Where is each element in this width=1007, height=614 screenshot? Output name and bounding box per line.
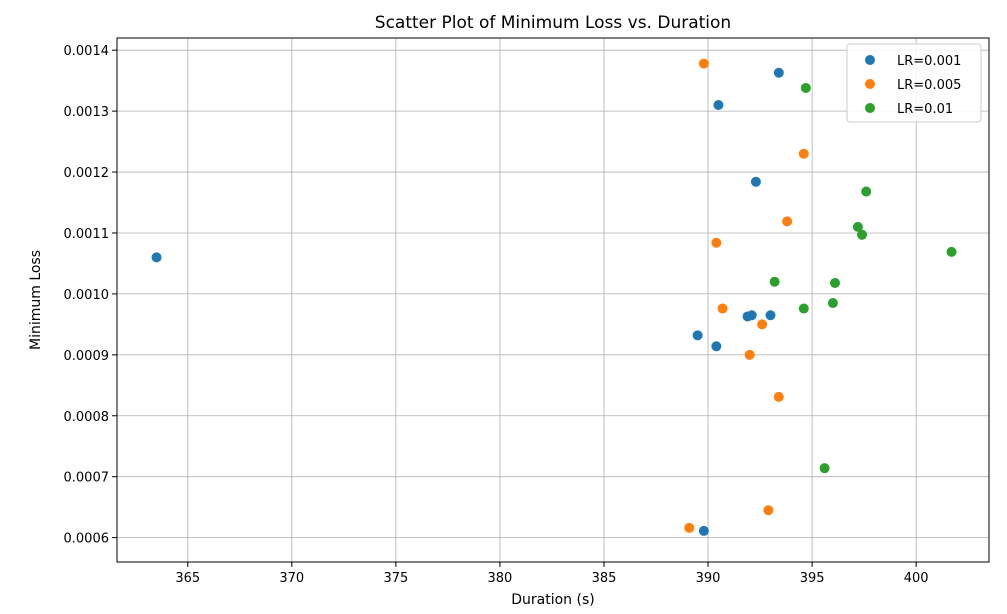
legend-marker bbox=[865, 55, 875, 65]
plot-frame bbox=[116, 37, 990, 563]
data-point bbox=[819, 463, 830, 474]
data-point bbox=[711, 237, 722, 248]
data-point bbox=[750, 176, 761, 187]
data-point bbox=[151, 252, 162, 263]
data-point bbox=[711, 341, 722, 352]
data-point bbox=[746, 310, 757, 321]
x-axis-label: Duration (s) bbox=[511, 592, 594, 608]
data-point bbox=[773, 391, 784, 402]
data-point bbox=[765, 310, 776, 321]
data-point bbox=[744, 349, 755, 360]
legend-box bbox=[846, 43, 982, 123]
legend-marker bbox=[865, 79, 875, 89]
data-point bbox=[698, 525, 709, 536]
y-tick-label: 0.0007 bbox=[64, 471, 110, 486]
data-point bbox=[773, 67, 784, 78]
x-tick-label: 395 bbox=[800, 571, 825, 586]
data-point bbox=[717, 303, 728, 314]
y-tick-label: 0.0008 bbox=[64, 410, 110, 425]
y-tick-label: 0.0010 bbox=[64, 288, 110, 303]
x-tick-label: 385 bbox=[592, 571, 617, 586]
data-point bbox=[857, 229, 868, 240]
data-point bbox=[769, 276, 780, 287]
y-tick-label: 0.0013 bbox=[64, 105, 110, 120]
data-point bbox=[800, 82, 811, 93]
y-axis-label: Minimum Loss bbox=[28, 250, 44, 350]
data-point bbox=[757, 319, 768, 330]
data-points bbox=[151, 58, 957, 536]
data-point bbox=[852, 221, 863, 232]
data-point bbox=[763, 505, 774, 516]
data-point bbox=[798, 303, 809, 314]
x-tick-label: 400 bbox=[904, 571, 929, 586]
data-point bbox=[713, 100, 724, 111]
y-tick-label: 0.0006 bbox=[64, 532, 110, 547]
x-tick-label: 390 bbox=[696, 571, 721, 586]
data-point bbox=[782, 216, 793, 227]
y-tick-label: 0.0011 bbox=[64, 227, 110, 242]
legend-marker bbox=[865, 103, 875, 113]
x-tick-label: 365 bbox=[175, 571, 200, 586]
data-point bbox=[684, 522, 695, 533]
grid-lines bbox=[117, 38, 989, 562]
legend-label: LR=0.01 bbox=[897, 102, 953, 117]
y-tick-label: 0.0009 bbox=[64, 349, 110, 364]
x-tick-label: 370 bbox=[279, 571, 304, 586]
data-point bbox=[698, 58, 709, 69]
y-tick-label: 0.0012 bbox=[64, 166, 110, 181]
data-point bbox=[798, 148, 809, 159]
data-point bbox=[861, 186, 872, 197]
data-point bbox=[946, 246, 957, 257]
data-point bbox=[829, 277, 840, 288]
chart-title: Scatter Plot of Minimum Loss vs. Duratio… bbox=[375, 13, 731, 33]
x-tick-label: 380 bbox=[488, 571, 513, 586]
legend: LR=0.001 LR=0.005 LR=0.01 bbox=[846, 43, 982, 123]
data-point bbox=[692, 330, 703, 341]
y-axis-ticks: 0.0006 0.0007 0.0008 0.0009 0.0010 0.0011 0.00… bbox=[64, 44, 117, 547]
legend-label: LR=0.005 bbox=[897, 78, 961, 93]
x-tick-label: 375 bbox=[383, 571, 408, 586]
x-axis-ticks: 365 370 375 380 385 390 395 400 bbox=[175, 562, 929, 586]
legend-label: LR=0.001 bbox=[897, 54, 961, 69]
y-tick-label: 0.0014 bbox=[64, 44, 110, 59]
data-point bbox=[827, 298, 838, 309]
